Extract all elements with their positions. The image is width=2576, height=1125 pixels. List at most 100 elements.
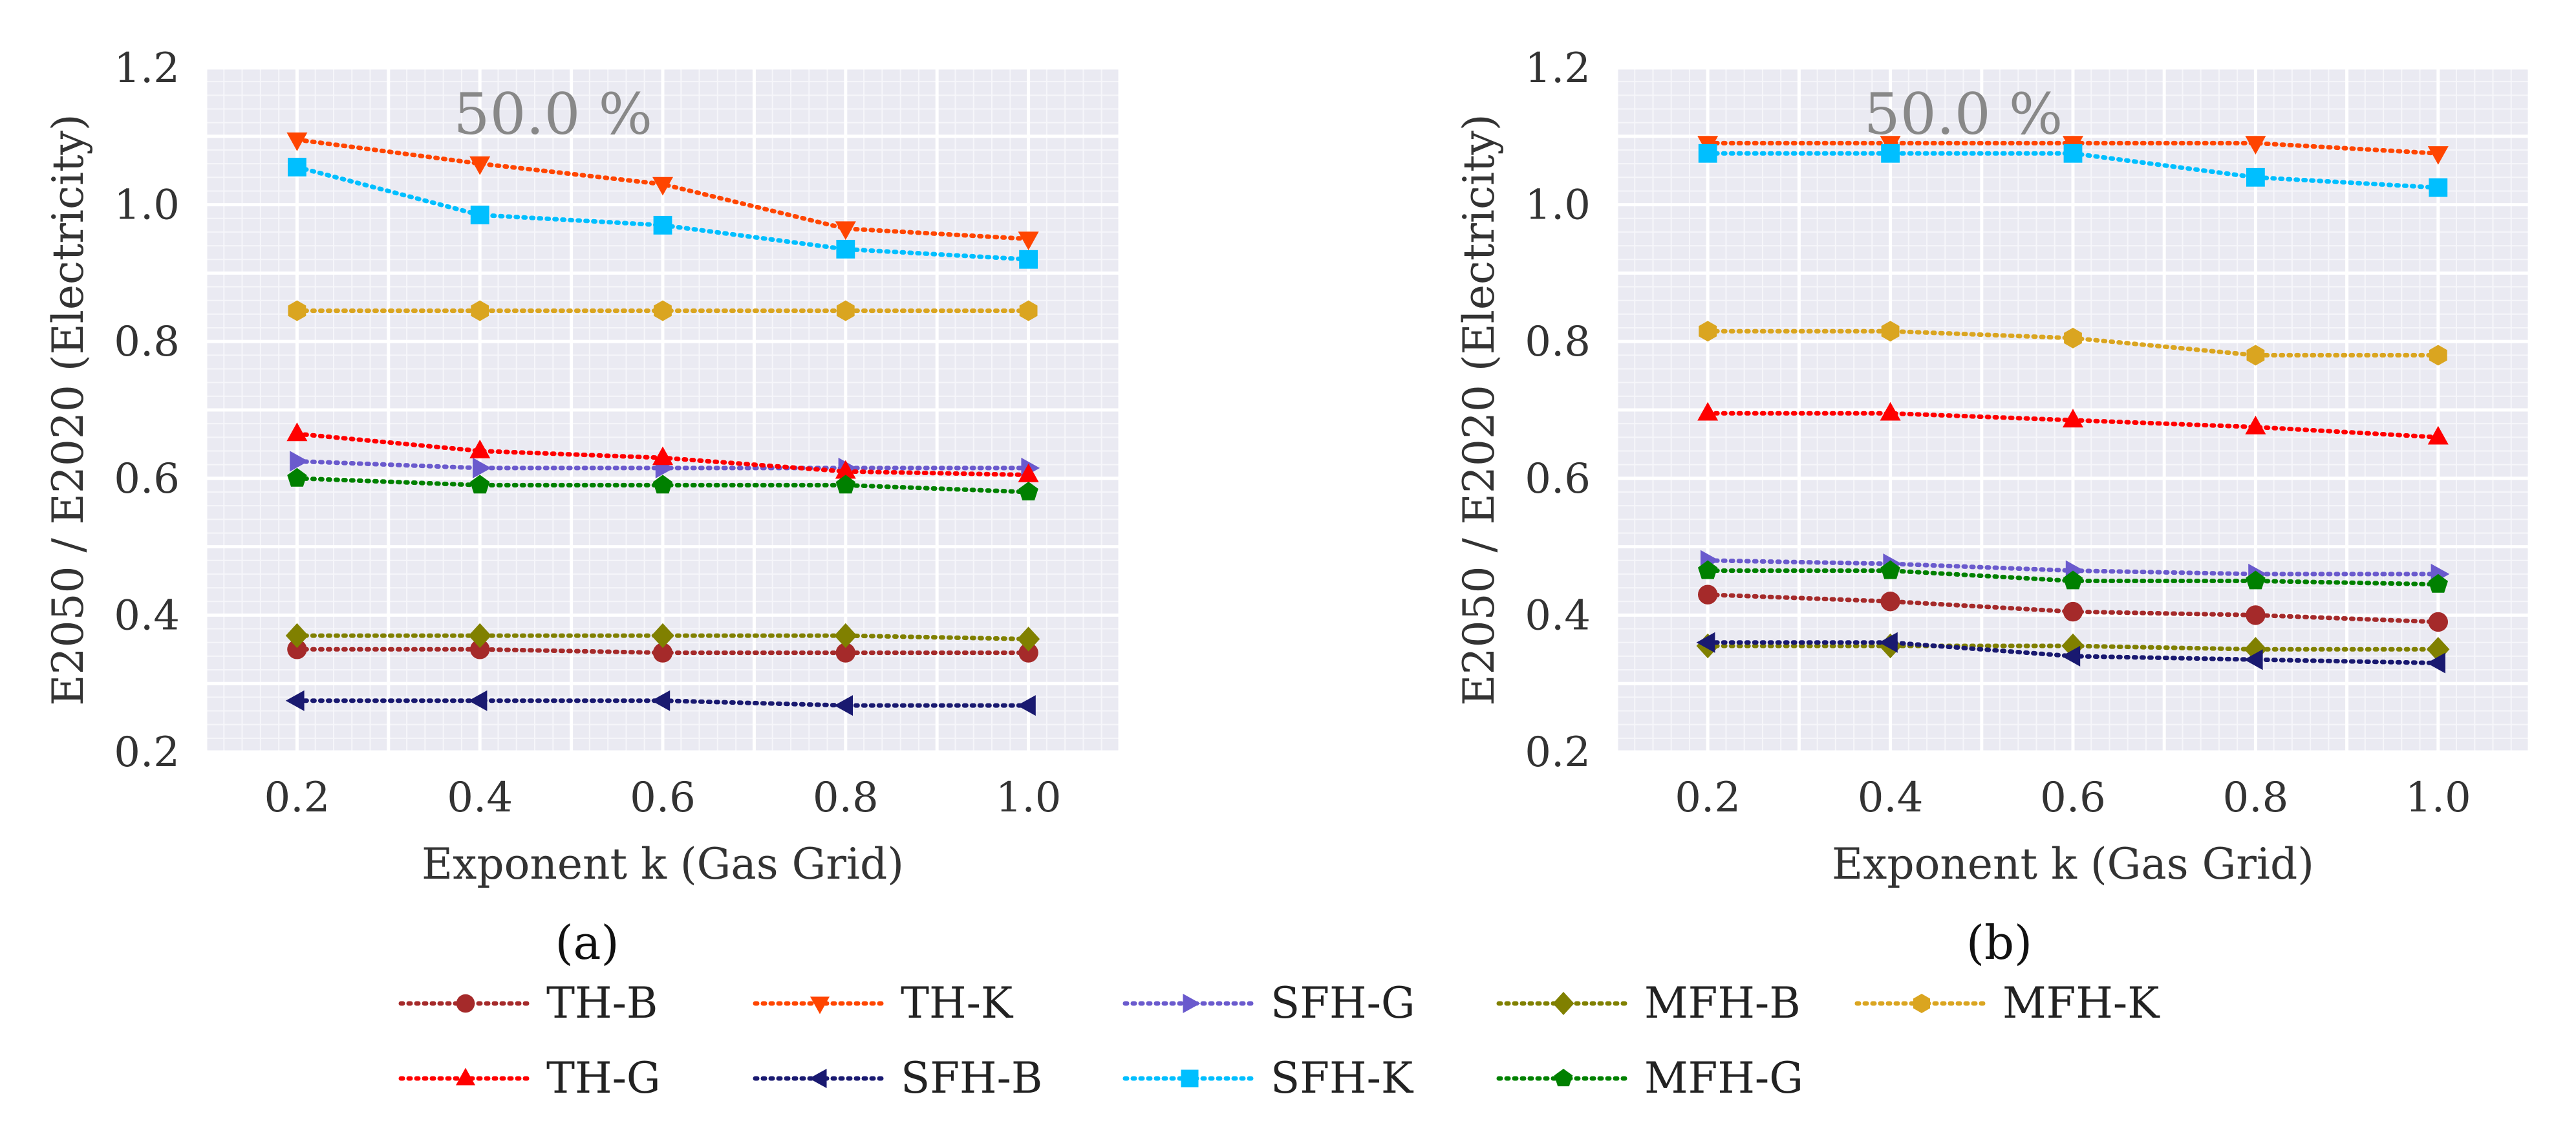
- y-tick-label: 0.6: [1525, 455, 1591, 503]
- x-axis-title: Exponent k (Gas Grid): [422, 839, 904, 889]
- legend-marker: [1181, 1069, 1199, 1088]
- data-point-th-g: [469, 439, 491, 458]
- chart-panel-b: 0.2 0.4 0.6 0.8 1.0 1.2 0.2 0.4 0.6 0.8 1.0 Exponen…: [1454, 45, 2531, 970]
- data-point-th-g: [1018, 463, 1039, 482]
- legend-item-mfh-k: MFH-K: [1854, 978, 2160, 1028]
- data-point-mfh-g: [652, 475, 673, 494]
- data-point-th-b: [835, 643, 856, 663]
- series-sfh-k: [1698, 144, 2448, 197]
- series-sfh-b: [285, 690, 1036, 716]
- legend-label: TH-K: [901, 978, 1014, 1028]
- data-point-mfh-b: [1017, 627, 1040, 652]
- series-sfh-b: [1696, 632, 2445, 674]
- data-point-sfh-k: [470, 206, 489, 224]
- data-point-th-k: [1018, 231, 1039, 251]
- data-point-mfh-b: [468, 623, 491, 648]
- y-tick-label: 1.2: [1525, 45, 1591, 92]
- x-tick-label: 1.0: [2405, 774, 2471, 822]
- legend-item-mfh-b: MFH-B: [1496, 978, 1801, 1028]
- data-point-mfh-g: [835, 475, 855, 494]
- x-tick-label: 0.2: [1675, 774, 1741, 822]
- legend-marker: [1913, 994, 1930, 1013]
- data-point-sfh-k: [2063, 144, 2083, 163]
- y-tick-label: 1.0: [114, 182, 180, 230]
- legend-label: MFH-G: [1644, 1053, 1803, 1103]
- legend-marker: [809, 1069, 827, 1088]
- legend-marker: [1554, 1069, 1573, 1087]
- data-point-mfh-k: [1699, 321, 1717, 342]
- legend-item-mfh-g: MFH-G: [1496, 1053, 1803, 1103]
- y-tick-label: 0.8: [114, 318, 180, 366]
- data-point-th-b: [2428, 612, 2448, 632]
- data-point-mfh-k: [2246, 345, 2265, 366]
- y-tick-label: 0.4: [1525, 592, 1591, 639]
- data-point-sfh-k: [1698, 144, 1717, 163]
- legend-item-th-g: TH-G: [398, 1053, 661, 1103]
- legend-marker: [1552, 992, 1574, 1015]
- data-point-th-g: [835, 460, 856, 479]
- y-tick-label: 1.2: [114, 45, 180, 92]
- data-point-sfh-b: [1017, 695, 1036, 716]
- data-point-sfh-b: [1696, 632, 1715, 653]
- data-point-mfh-b: [834, 623, 857, 648]
- legend-item-sfh-k: SFH-K: [1122, 1053, 1414, 1103]
- x-axis-title: Exponent k (Gas Grid): [1832, 839, 2314, 889]
- data-point-sfh-k: [2246, 167, 2265, 187]
- legend-item-sfh-b: SFH-B: [753, 1053, 1042, 1103]
- data-point-sfh-b: [468, 690, 488, 711]
- legend-item-sfh-g: SFH-G: [1122, 978, 1415, 1028]
- legend: TH-B TH-K SFH-G MFH-B MFH-K TH-G SFH-B SFH-K MFH…: [398, 978, 2160, 1103]
- data-point-mfh-k: [1019, 300, 1038, 321]
- x-tick-label: 0.4: [447, 774, 513, 822]
- percentage-annotation: 50.0 %: [454, 81, 653, 147]
- data-point-sfh-b: [285, 690, 305, 711]
- data-point-mfh-g: [2063, 570, 2083, 590]
- data-point-th-b: [287, 639, 307, 659]
- legend-label: MFH-K: [2002, 978, 2160, 1028]
- data-point-th-b: [2063, 601, 2083, 622]
- legend-label: SFH-B: [901, 1053, 1042, 1103]
- series-mfh-g: [287, 467, 1038, 500]
- data-point-th-g: [652, 446, 673, 466]
- x-tick-label: 0.8: [813, 774, 879, 822]
- data-point-mfh-k: [1881, 321, 1900, 342]
- chart-panel-a: 0.2 0.4 0.6 0.8 1.0 1.2 0.2 0.4 0.6 0.8 1.0 Exponen…: [43, 45, 1122, 970]
- series-th-g: [286, 422, 1039, 482]
- legend-item-th-b: TH-B: [398, 978, 658, 1028]
- data-point-th-g: [2063, 409, 2083, 428]
- legend-item-th-k: TH-K: [753, 978, 1014, 1028]
- data-point-mfh-k: [836, 300, 855, 321]
- x-tick-label: 0.2: [264, 774, 330, 822]
- y-tick-label: 0.8: [1525, 318, 1591, 366]
- data-point-th-b: [1880, 592, 1900, 612]
- y-tick-label: 1.0: [1525, 182, 1591, 230]
- series-th-k: [286, 132, 1039, 251]
- data-point-th-b: [2246, 605, 2266, 625]
- data-point-mfh-b: [2244, 637, 2267, 662]
- data-point-mfh-k: [2429, 345, 2447, 366]
- data-point-th-b: [470, 639, 490, 659]
- data-point-th-k: [2427, 146, 2449, 165]
- data-point-sfh-b: [834, 695, 853, 716]
- data-point-th-g: [1697, 402, 1719, 421]
- x-tick-label: 0.6: [2040, 774, 2106, 822]
- y-tick-label: 0.2: [1525, 729, 1591, 777]
- x-tick-label: 0.4: [1858, 774, 1924, 822]
- series-mfh-k: [1699, 321, 2447, 366]
- data-point-mfh-b: [651, 623, 674, 648]
- data-point-th-g: [286, 422, 308, 442]
- series-th-b: [287, 639, 1038, 663]
- data-point-sfh-k: [653, 215, 672, 235]
- x-tick-label: 1.0: [996, 774, 1062, 822]
- legend-marker: [1183, 994, 1201, 1013]
- data-point-th-g: [2245, 415, 2266, 434]
- data-point-sfh-b: [2061, 645, 2081, 667]
- legend-label: MFH-B: [1644, 978, 1801, 1028]
- data-point-th-k: [652, 177, 673, 196]
- data-point-mfh-g: [287, 467, 307, 487]
- series-mfh-b: [285, 623, 1040, 652]
- data-point-sfh-k: [1881, 144, 1900, 163]
- data-point-sfh-b: [651, 690, 671, 711]
- series-th-b: [1698, 584, 2448, 632]
